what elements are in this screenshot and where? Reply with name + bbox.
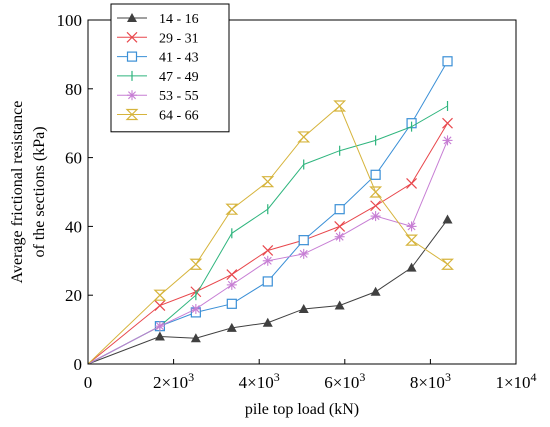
data-point [190, 333, 201, 343]
legend-label: 29 - 31 [159, 31, 199, 46]
data-point [262, 255, 273, 266]
y-axis-label: Average frictional resistance of the sect… [9, 101, 48, 284]
y-tick-label: 0 [74, 355, 83, 374]
data-point [442, 56, 453, 67]
legend-marker [126, 31, 138, 43]
legend-item: 41 - 43 [117, 51, 199, 66]
series-6 [87, 100, 454, 365]
plot-area [87, 19, 517, 365]
series-line [87, 105, 448, 365]
data-point [298, 303, 309, 313]
x-tick-label: 1×104 [495, 370, 536, 392]
legend-marker [126, 51, 138, 62]
data-point [154, 331, 165, 341]
x-tick-label: 0 [84, 373, 93, 392]
data-point [406, 221, 417, 232]
legend-item: 64 - 66 [117, 109, 199, 124]
data-point [442, 117, 453, 129]
data-point [442, 214, 453, 224]
data-point [153, 289, 167, 301]
series-line [87, 140, 448, 365]
data-point [225, 203, 239, 215]
x-tick-label: 6×103 [324, 370, 365, 392]
data-point [262, 317, 273, 327]
data-point [297, 131, 311, 143]
legend-item: 47 - 49 [117, 70, 199, 85]
legend-marker [125, 108, 139, 121]
series-line [87, 105, 448, 365]
legend-marker [127, 90, 137, 101]
legend-item: 53 - 55 [117, 89, 199, 104]
data-point [334, 204, 345, 215]
data-point [334, 300, 345, 310]
y-tick-label: 60 [65, 149, 82, 168]
x-axis-label: pile top load (kN) [245, 401, 359, 418]
x-tick-label: 4×103 [239, 370, 280, 392]
data-point [298, 235, 309, 246]
legend-marker [127, 13, 137, 22]
data-point [370, 169, 381, 180]
plot-border [87, 19, 517, 365]
axes: 0 2×103 4×103 6×103 8×103 1×104 0 20 40 60 80 100 pi… [9, 11, 537, 418]
data-point [154, 321, 165, 332]
x-tick-label: 2×103 [153, 370, 194, 392]
series-line [87, 219, 448, 365]
legend-item: 29 - 31 [117, 31, 199, 46]
data-point [298, 248, 309, 259]
data-point [370, 200, 382, 212]
data-point [370, 286, 381, 296]
y-tick-label: 100 [57, 11, 83, 30]
data-point [262, 245, 274, 256]
data-point [369, 186, 383, 198]
series-1 [87, 214, 453, 365]
data-point [334, 231, 345, 242]
data-point [405, 234, 419, 246]
legend-label: 41 - 43 [159, 51, 199, 66]
data-point [262, 276, 273, 287]
data-point [226, 298, 237, 309]
data-point [226, 279, 237, 290]
y-tick-label: 20 [65, 286, 82, 305]
data-point [334, 220, 346, 232]
legend-item: 14 - 16 [117, 12, 199, 27]
legend-label: 47 - 49 [159, 70, 199, 85]
series-line [87, 61, 448, 365]
series-line [87, 122, 448, 365]
legend-label: 14 - 16 [159, 12, 199, 27]
legend-box [110, 3, 230, 133]
y-tick-label: 80 [65, 80, 82, 99]
data-point [154, 300, 166, 311]
data-point [226, 322, 237, 332]
data-point [190, 303, 201, 314]
data-point [189, 258, 203, 270]
data-point [441, 258, 454, 270]
series-layer [87, 56, 454, 365]
data-point [261, 176, 275, 188]
data-point [406, 262, 417, 272]
x-tick-label: 8×103 [410, 370, 451, 392]
data-point [333, 100, 347, 112]
series-2 [87, 117, 453, 365]
data-point [442, 135, 453, 146]
legend: 14 - 16 29 - 31 41 - 43 47 - 49 53 - 55 64 - … [110, 3, 230, 133]
legend-label: 53 - 55 [159, 89, 199, 104]
data-point [226, 269, 238, 280]
series-5 [87, 135, 453, 365]
data-point [406, 177, 417, 189]
data-point [370, 211, 381, 222]
y-tick-label: 40 [65, 217, 82, 236]
legend-label: 64 - 66 [159, 109, 199, 124]
